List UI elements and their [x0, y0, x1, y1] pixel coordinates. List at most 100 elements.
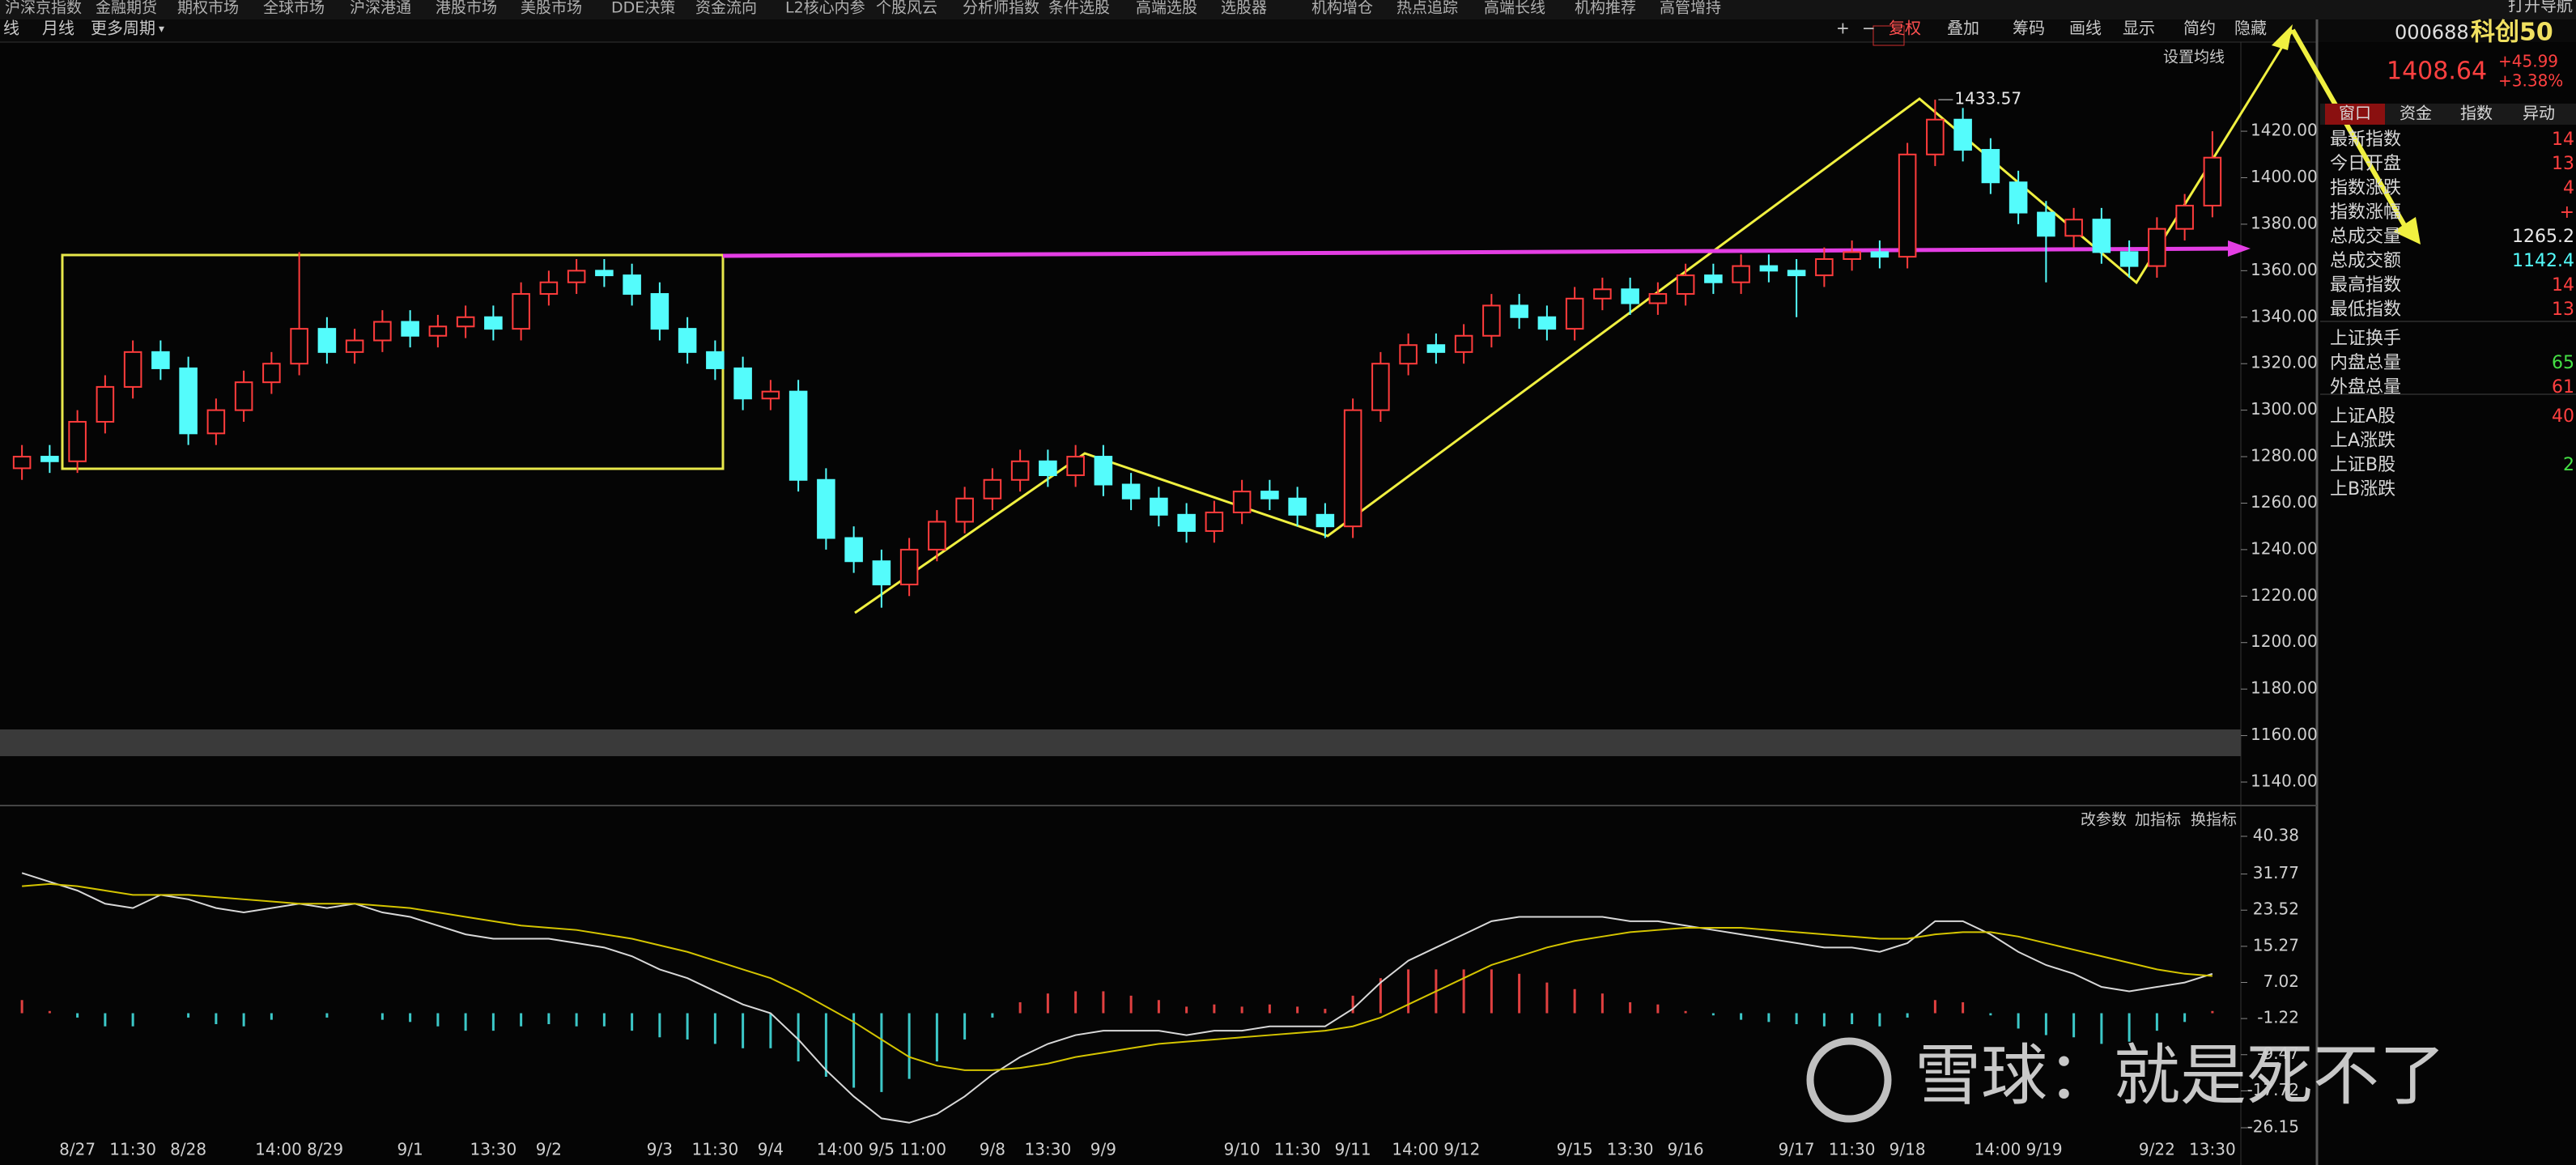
menu-item[interactable]: 高管增持 [1660, 0, 1721, 17]
candle-body [1704, 274, 1723, 283]
menu-item[interactable]: 美股市场 [521, 0, 582, 17]
toolbar-button[interactable]: − [1862, 19, 1876, 38]
period-button[interactable]: 月线 [42, 19, 74, 38]
candle-body [539, 281, 559, 296]
candle-body [151, 351, 170, 369]
toolbar-button[interactable]: 简约 [2183, 19, 2216, 38]
x-tick-label: 13:30 [1607, 1140, 1654, 1159]
x-tick-label: 9/4 [758, 1140, 784, 1159]
menu-item[interactable]: L2核心内参 [785, 0, 865, 17]
menu-item[interactable]: 高端选股 [1136, 0, 1197, 17]
stat-label: 内盘总量 [2330, 353, 2401, 373]
candle-body [123, 351, 142, 388]
x-tick-label: 9/8 [980, 1140, 1005, 1159]
y-tick-label: 1180.00 [2251, 678, 2318, 698]
menu-item[interactable]: 条件选股 [1048, 0, 1110, 17]
tab[interactable]: 异动 [2523, 104, 2555, 123]
menu-item[interactable]: 选股器 [1221, 0, 1267, 17]
toolbar-button[interactable]: + [1836, 19, 1850, 38]
x-tick-label: 9/18 [1889, 1140, 1926, 1159]
candle-body [1094, 456, 1113, 486]
arrow-head [2393, 217, 2421, 244]
indicator-tool[interactable]: 换指标 [2191, 811, 2237, 829]
period-button[interactable]: 线 [3, 19, 19, 38]
candle-body [2092, 219, 2111, 253]
menu-item[interactable]: 高端长线 [1484, 0, 1545, 17]
candle-body [2203, 156, 2222, 206]
stat-label: 上证A股 [2330, 406, 2395, 427]
stat-value: 14 [2552, 130, 2574, 150]
y-tick-label: 1320.00 [2251, 353, 2318, 372]
menu-item[interactable]: 沪深京指数 [5, 0, 82, 17]
toolbar-button[interactable]: 画线 [2069, 19, 2102, 38]
x-tick-label: 14:00 9/12 [1392, 1140, 1480, 1159]
y-tick-label: -26.15 [2247, 1117, 2299, 1137]
menu-item[interactable]: DDE决策 [611, 0, 675, 17]
candle-body [2037, 211, 2055, 237]
candle-body [844, 537, 863, 563]
candle-body [983, 478, 1002, 500]
candle-body [456, 316, 475, 328]
menu-item[interactable]: 全球市场 [263, 0, 325, 17]
menu-item[interactable]: 港股市场 [436, 0, 497, 17]
x-tick-label: 8/27 [59, 1140, 96, 1159]
candle-body [733, 367, 752, 400]
candle-body [484, 316, 503, 330]
x-tick-label: 11:30 [692, 1140, 739, 1159]
toolbar-button[interactable]: 叠加 [1947, 19, 1979, 38]
stat-value: + [2560, 202, 2574, 223]
x-tick-label: 9/9 [1090, 1140, 1116, 1159]
menu-item[interactable]: 热点追踪 [1396, 0, 1458, 17]
menu-item[interactable]: 个股风云 [876, 0, 937, 17]
candle-body [290, 328, 308, 365]
dropdown-icon[interactable]: ▾ [159, 23, 164, 36]
menu-item[interactable]: 分析师指数 [963, 0, 1039, 17]
menu-item[interactable]: 金融期货 [96, 0, 157, 17]
indicator-tool[interactable]: 改参数 [2081, 811, 2127, 829]
menu-item[interactable]: 期权市场 [177, 0, 239, 17]
candle-body [40, 456, 59, 462]
stat-label: 最低指数 [2330, 300, 2401, 320]
menu-item[interactable]: 沪深港通 [350, 0, 411, 17]
candle-body [955, 497, 974, 523]
stat-label: 上B涨跌 [2330, 479, 2395, 500]
period-button[interactable]: 更多周期 [91, 19, 155, 38]
candle-body [567, 270, 586, 283]
x-tick-label: 13:30 [470, 1140, 517, 1159]
menu-item[interactable]: 机构增仓 [1311, 0, 1373, 17]
x-tick-label: 11:30 [109, 1140, 156, 1159]
toolbar-button[interactable]: 复权 [1889, 19, 1921, 38]
candle-body [1454, 334, 1473, 353]
candle-body [2119, 251, 2139, 267]
candle-body [928, 521, 946, 551]
candle-body [401, 321, 419, 337]
stat-value: 40 [2552, 406, 2574, 427]
watermark: 雪球：就是死不了 [1915, 1037, 2446, 1114]
stat-value: 13 [2552, 154, 2574, 174]
stat-label: 指数涨跌 [2330, 178, 2401, 198]
tab[interactable]: 窗口 [2339, 104, 2371, 123]
watermark-logo [1806, 1037, 1892, 1123]
y-tick-label: 1300.00 [2251, 399, 2318, 419]
candle-body [1565, 297, 1584, 330]
x-tick-label: 9/15 [1557, 1140, 1593, 1159]
tab[interactable]: 指数 [2460, 104, 2493, 123]
x-tick-label: 9/2 [536, 1140, 562, 1159]
menu-item[interactable]: 资金流向 [695, 0, 757, 17]
arrow-head [2228, 240, 2251, 257]
tab[interactable]: 资金 [2400, 104, 2432, 123]
stat-label: 外盘总量 [2330, 377, 2401, 398]
toolbar-button[interactable]: 显示 [2123, 19, 2155, 38]
ma-setting[interactable]: 设置均线 [2163, 49, 2225, 66]
y-tick-label: 1140.00 [2251, 772, 2318, 791]
indicator-tool[interactable]: 加指标 [2135, 811, 2181, 829]
quote-name: 科创50 [2471, 19, 2553, 47]
x-tick-label: 9/10 [1224, 1140, 1260, 1159]
stat-label: 上A涨跌 [2330, 431, 2395, 451]
menu-item[interactable]: 机构推荐 [1575, 0, 1636, 17]
toolbar-button[interactable]: 筹码 [2013, 19, 2045, 38]
toolbar-button[interactable]: 隐藏 [2234, 19, 2267, 38]
nav-link[interactable]: 打开导航 [2508, 0, 2573, 15]
